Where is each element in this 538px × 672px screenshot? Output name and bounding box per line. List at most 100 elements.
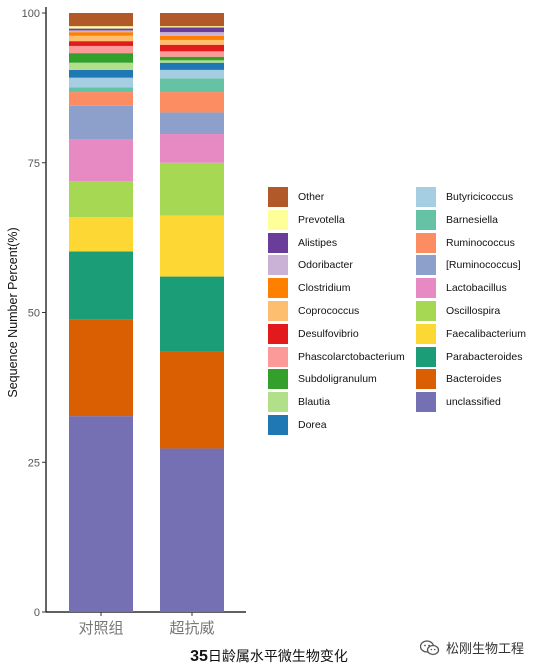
bar-segment-clostridium xyxy=(69,32,133,36)
y-tick-label: 100 xyxy=(22,8,40,20)
legend-swatch xyxy=(268,209,288,230)
legend-label: Odoribacter xyxy=(298,259,353,272)
bar-segment-ruminococcus xyxy=(69,92,133,106)
legend-label: Barnesiella xyxy=(446,213,498,226)
legend-swatch xyxy=(416,209,436,230)
legend-swatch xyxy=(416,369,436,390)
bar-segment-faecalibacterium xyxy=(160,215,224,277)
watermark-text: 松刚生物工程 xyxy=(445,642,524,657)
bar-segment--ruminococcus- xyxy=(69,105,133,140)
bar-segment-bacteroides xyxy=(69,319,133,417)
legend-swatch xyxy=(268,301,288,321)
legend-label: Faecalibacterium xyxy=(446,327,526,340)
legend-label: Alistipes xyxy=(298,236,338,249)
watermark: 松刚生物工程 xyxy=(419,638,524,657)
bar-segment-lactobacillus xyxy=(69,139,133,182)
bar-segment-oscillospira xyxy=(160,162,224,216)
bar-segment-coprococcus xyxy=(69,35,133,42)
bar-segment-alistipes xyxy=(69,28,133,31)
legend-swatch xyxy=(268,392,288,413)
legend: Other Prevotella Alistipes Odoribacter Clost… xyxy=(268,187,538,447)
bar-segment-bacteroides xyxy=(160,351,224,449)
legend-swatch xyxy=(268,187,288,207)
legend-item: Lactobacillus xyxy=(416,278,507,299)
legend-item: Other xyxy=(268,187,324,207)
legend-label: Prevotella xyxy=(298,213,345,226)
legend-swatch xyxy=(416,323,436,344)
bar-segment-desulfovibrio xyxy=(69,41,133,46)
bar-segment-faecalibacterium xyxy=(69,217,133,252)
y-tick-label: 0 xyxy=(34,607,40,619)
legend-item: Phascolarctobacterium xyxy=(268,346,405,367)
bar-segment-oscillospira xyxy=(69,181,133,218)
bar-segment-unclassified xyxy=(160,448,224,612)
legend-label: Subdoligranulum xyxy=(298,373,377,386)
legend-swatch xyxy=(416,346,436,367)
legend-swatch xyxy=(268,323,288,344)
legend-item: Odoribacter xyxy=(268,255,353,276)
y-tick-label: 25 xyxy=(28,457,40,469)
figure-caption: 35日龄属水平微生物变化 xyxy=(0,646,538,666)
bar-segment-alistipes xyxy=(160,27,224,33)
legend-swatch xyxy=(416,232,436,253)
bar-segment-unclassified xyxy=(69,416,133,612)
x-tick-label: 超抗威 xyxy=(169,619,214,637)
legend-label: Lactobacillus xyxy=(446,282,507,295)
caption-bold: 35 xyxy=(190,648,208,665)
legend-label: unclassified xyxy=(446,396,501,409)
bar-segment-phascolarctobacterium xyxy=(69,45,133,54)
legend-item: Ruminococcus xyxy=(416,232,515,253)
bar-segment-blautia xyxy=(160,60,224,63)
y-axis-label: Sequence Number Percent(%) xyxy=(6,227,20,397)
legend-label: Butyricicoccus xyxy=(446,191,514,203)
legend-item: Dorea xyxy=(268,415,327,435)
bar-segment-barnesiella xyxy=(69,87,133,93)
bar-segment-desulfovibrio xyxy=(160,44,224,52)
legend-swatch xyxy=(416,187,436,207)
y-tick-label: 75 xyxy=(28,158,40,170)
legend-label: Phascolarctobacterium xyxy=(298,350,405,363)
bar-segment-clostridium xyxy=(160,35,224,40)
legend-item: Prevotella xyxy=(268,209,345,230)
bar-segment--ruminococcus- xyxy=(160,112,224,134)
legend-swatch xyxy=(416,255,436,276)
legend-swatch xyxy=(416,301,436,321)
legend-label: Parabacteroides xyxy=(446,350,523,363)
legend-item: Butyricicoccus xyxy=(416,187,513,207)
legend-label: Bacteroides xyxy=(446,373,502,386)
legend-label: Other xyxy=(298,191,325,203)
wechat-icon xyxy=(419,639,440,656)
legend-label: Desulfovibrio xyxy=(298,327,359,340)
bar-segment-odoribacter xyxy=(160,32,224,36)
legend-swatch xyxy=(268,369,288,390)
legend-item: Blautia xyxy=(268,392,331,413)
legend-label: Coprococcus xyxy=(298,305,360,317)
legend-swatch xyxy=(268,346,288,367)
bar-segment-other xyxy=(69,13,133,27)
legend-label: [Ruminococcus] xyxy=(446,259,521,272)
bar-segment-coprococcus xyxy=(160,39,224,45)
bar-segment-barnesiella xyxy=(160,78,224,93)
bar-segment-blautia xyxy=(69,62,133,70)
legend-swatch xyxy=(416,392,436,413)
bar-segment-butyricicoccus xyxy=(160,69,224,79)
legend-item: Alistipes xyxy=(268,232,338,253)
legend-label: Oscillospira xyxy=(446,305,501,317)
legend-item: Parabacteroides xyxy=(416,346,523,367)
caption-text: 日龄属水平微生物变化 xyxy=(207,649,348,665)
bar-segment-subdoligranulum xyxy=(69,53,133,63)
legend-label: Ruminococcus xyxy=(446,236,515,249)
legend-label: Blautia xyxy=(298,396,331,409)
bar-segment-subdoligranulum xyxy=(160,56,224,61)
legend-item: Bacteroides xyxy=(416,369,502,390)
legend-item: Coprococcus xyxy=(268,301,359,321)
legend-swatch xyxy=(416,278,436,299)
legend-item: Oscillospira xyxy=(416,301,500,321)
legend-swatch xyxy=(268,232,288,253)
legend-item: Faecalibacterium xyxy=(416,323,526,344)
legend-item: unclassified xyxy=(416,392,501,413)
bar-segment-ruminococcus xyxy=(160,92,224,113)
bar-segment-phascolarctobacterium xyxy=(160,51,224,57)
x-tick-label: 对照组 xyxy=(78,619,123,637)
legend-item: Subdoligranulum xyxy=(268,369,377,390)
